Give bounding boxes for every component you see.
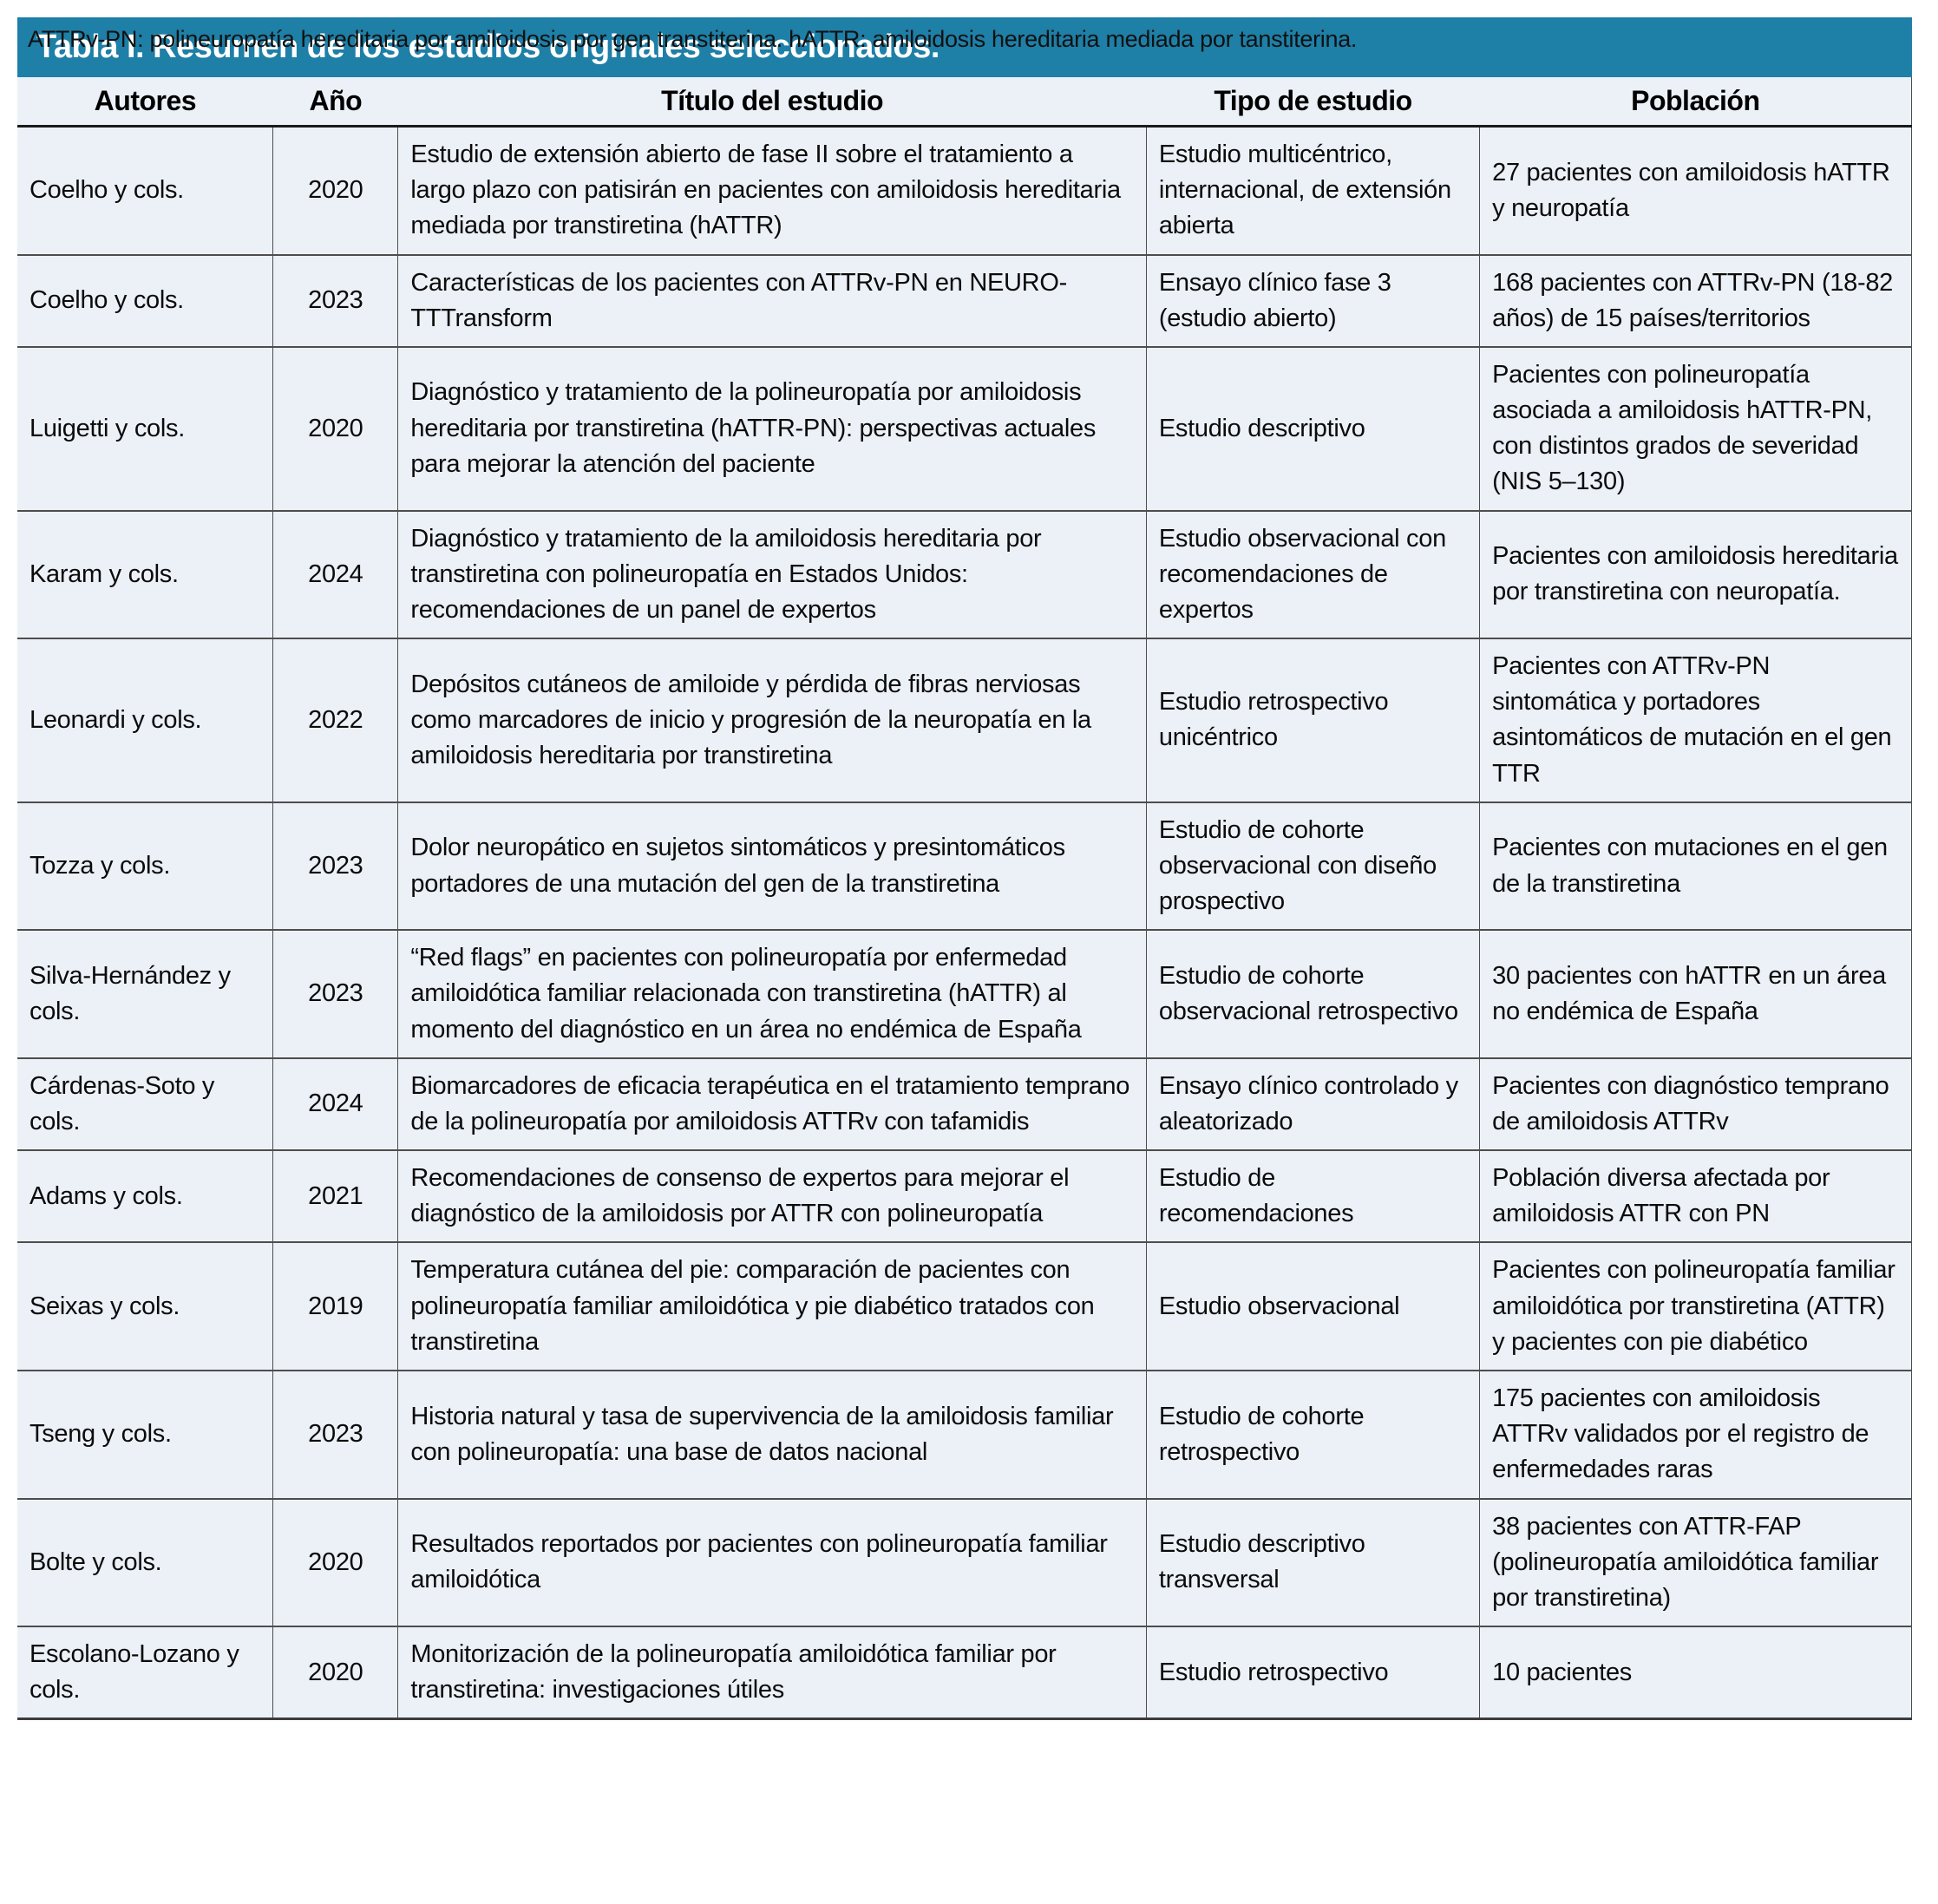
cell-titulo: Diagnóstico y tratamiento de la amiloido… bbox=[397, 510, 1147, 640]
cell-poblacion: Pacientes con ATTRv-PN sintomática y por… bbox=[1479, 638, 1912, 803]
cell-ano: 2021 bbox=[272, 1150, 398, 1244]
cell-autores: Bolte y cols. bbox=[17, 1498, 273, 1628]
cell-autores: Coelho y cols. bbox=[17, 254, 273, 348]
cell-ano: 2024 bbox=[272, 510, 398, 640]
cell-tipo: Estudio retrospectivo bbox=[1145, 1626, 1480, 1721]
table-footnote: ATTRv-PN: polineuropatía hereditaria por… bbox=[28, 26, 1358, 52]
cell-poblacion: Pacientes con diagnóstico temprano de am… bbox=[1479, 1057, 1912, 1152]
cell-poblacion: Pacientes con polineuropatía familiar am… bbox=[1479, 1242, 1912, 1371]
table-row: Tseng y cols. 2023 Historia natural y tasa… bbox=[17, 1370, 1912, 1500]
cell-ano: 2023 bbox=[272, 1370, 398, 1500]
table-row: Luigetti y cols. 2020 Diagnóstico y tratam… bbox=[17, 346, 1912, 512]
header-row: Autores Año Título del estudio Tipo de e… bbox=[17, 77, 1912, 128]
cell-poblacion: 10 pacientes bbox=[1479, 1626, 1912, 1721]
studies-table: Autores Año Título del estudio Tipo de e… bbox=[17, 77, 1912, 1721]
cell-titulo: “Red flags” en pacientes con polineuropa… bbox=[397, 930, 1147, 1059]
cell-tipo: Ensayo clínico controlado y aleatorizado bbox=[1145, 1057, 1480, 1152]
cell-titulo: Dolor neuropático en sujetos sintomático… bbox=[397, 802, 1147, 932]
cell-poblacion: 175 pacientes con amiloidosis ATTRv vali… bbox=[1479, 1370, 1912, 1500]
cell-ano: 2020 bbox=[272, 1498, 398, 1628]
cell-tipo: Estudio de recomendaciones bbox=[1145, 1150, 1480, 1244]
col-header-autores: Autores bbox=[17, 77, 273, 128]
table-row: Escolano-Lozano y cols. 2020 Monitorizació… bbox=[17, 1626, 1912, 1721]
table-header: Autores Año Título del estudio Tipo de e… bbox=[17, 77, 1912, 128]
table-row: Coelho y cols. 2020 Estudio de extensión a… bbox=[17, 126, 1912, 256]
cell-poblacion: Pacientes con amiloidosis hereditaria po… bbox=[1479, 510, 1912, 640]
col-header-poblacion: Población bbox=[1479, 77, 1912, 128]
cell-poblacion: Población diversa afectada por amiloidos… bbox=[1479, 1150, 1912, 1244]
cell-titulo: Diagnóstico y tratamiento de la polineur… bbox=[397, 346, 1147, 512]
cell-autores: Karam y cols. bbox=[17, 510, 273, 640]
cell-autores: Cárdenas-Soto y cols. bbox=[17, 1057, 273, 1152]
cell-ano: 2020 bbox=[272, 1626, 398, 1721]
cell-autores: Escolano-Lozano y cols. bbox=[17, 1626, 273, 1721]
table-row: Silva-Hernández y cols. 2023 “Red flags” e… bbox=[17, 930, 1912, 1059]
cell-poblacion: 168 pacientes con ATTRv-PN (18-82 años) … bbox=[1479, 254, 1912, 348]
table-row: Adams y cols. 2021 Recomendaciones de cons… bbox=[17, 1150, 1912, 1244]
cell-titulo: Monitorización de la polineuropatía amil… bbox=[397, 1626, 1147, 1721]
cell-tipo: Ensayo clínico fase 3 (estudio abierto) bbox=[1145, 254, 1480, 348]
table-row: Karam y cols. 2024 Diagnóstico y tratamien… bbox=[17, 510, 1912, 640]
table-row: Coelho y cols. 2023 Características de los… bbox=[17, 254, 1912, 348]
cell-autores: Coelho y cols. bbox=[17, 126, 273, 256]
cell-tipo: Estudio de cohorte retrospectivo bbox=[1145, 1370, 1480, 1500]
cell-tipo: Estudio de cohorte observacional con dis… bbox=[1145, 802, 1480, 932]
cell-ano: 2020 bbox=[272, 346, 398, 512]
cell-poblacion: Pacientes con polineuropatía asociada a … bbox=[1479, 346, 1912, 512]
col-header-ano: Año bbox=[272, 77, 398, 128]
cell-autores: Silva-Hernández y cols. bbox=[17, 930, 273, 1059]
cell-tipo: Estudio de cohorte observacional retrosp… bbox=[1145, 930, 1480, 1059]
table-row: Cárdenas-Soto y cols. 2024 Biomarcadores d… bbox=[17, 1057, 1912, 1152]
table-title-bar: Tabla I. Resumen de los estudios origina… bbox=[17, 17, 1912, 77]
cell-autores: Leonardi y cols. bbox=[17, 638, 273, 803]
cell-ano: 2023 bbox=[272, 254, 398, 348]
cell-poblacion: 27 pacientes con amiloidosis hATTR y neu… bbox=[1479, 126, 1912, 256]
cell-autores: Adams y cols. bbox=[17, 1150, 273, 1244]
cell-poblacion: Pacientes con mutaciones en el gen de la… bbox=[1479, 802, 1912, 932]
cell-tipo: Estudio descriptivo transversal bbox=[1145, 1498, 1480, 1628]
cell-titulo: Estudio de extensión abierto de fase II … bbox=[397, 126, 1147, 256]
cell-titulo: Biomarcadores de eficacia terapéutica en… bbox=[397, 1057, 1147, 1152]
table-row: Leonardi y cols. 2022 Depósitos cutáneos d… bbox=[17, 638, 1912, 803]
cell-tipo: Estudio multicéntrico, internacional, de… bbox=[1145, 126, 1480, 256]
col-header-titulo: Título del estudio bbox=[397, 77, 1147, 128]
cell-titulo: Depósitos cutáneos de amiloide y pérdida… bbox=[397, 638, 1147, 803]
cell-titulo: Resultados reportados por pacientes con … bbox=[397, 1498, 1147, 1628]
cell-autores: Tozza y cols. bbox=[17, 802, 273, 932]
cell-autores: Seixas y cols. bbox=[17, 1242, 273, 1371]
studies-table-container: Tabla I. Resumen de los estudios origina… bbox=[17, 17, 1912, 1721]
cell-tipo: Estudio descriptivo bbox=[1145, 346, 1480, 512]
cell-ano: 2023 bbox=[272, 802, 398, 932]
cell-titulo: Historia natural y tasa de supervivencia… bbox=[397, 1370, 1147, 1500]
cell-ano: 2022 bbox=[272, 638, 398, 803]
cell-titulo: Recomendaciones de consenso de expertos … bbox=[397, 1150, 1147, 1244]
cell-ano: 2020 bbox=[272, 126, 398, 256]
cell-titulo: Características de los pacientes con ATT… bbox=[397, 254, 1147, 348]
cell-tipo: Estudio observacional con recomendacione… bbox=[1145, 510, 1480, 640]
table-row: Bolte y cols. 2020 Resultados reportados p… bbox=[17, 1498, 1912, 1628]
cell-ano: 2023 bbox=[272, 930, 398, 1059]
cell-ano: 2024 bbox=[272, 1057, 398, 1152]
cell-tipo: Estudio retrospectivo unicéntrico bbox=[1145, 638, 1480, 803]
cell-poblacion: 38 pacientes con ATTR-FAP (polineuropatí… bbox=[1479, 1498, 1912, 1628]
cell-tipo: Estudio observacional bbox=[1145, 1242, 1480, 1371]
cell-ano: 2019 bbox=[272, 1242, 398, 1371]
table-row: Tozza y cols. 2023 Dolor neuropático en su… bbox=[17, 802, 1912, 932]
cell-autores: Luigetti y cols. bbox=[17, 346, 273, 512]
cell-titulo: Temperatura cutánea del pie: comparación… bbox=[397, 1242, 1147, 1371]
table-row: Seixas y cols. 2019 Temperatura cutánea de… bbox=[17, 1242, 1912, 1371]
table-body: Coelho y cols. 2020 Estudio de extensión a… bbox=[17, 126, 1912, 1721]
cell-autores: Tseng y cols. bbox=[17, 1370, 273, 1500]
cell-poblacion: 30 pacientes con hATTR en un área no end… bbox=[1479, 930, 1912, 1059]
col-header-tipo: Tipo de estudio bbox=[1146, 77, 1480, 128]
table-title: Tabla I. Resumen de los estudios origina… bbox=[36, 29, 940, 65]
